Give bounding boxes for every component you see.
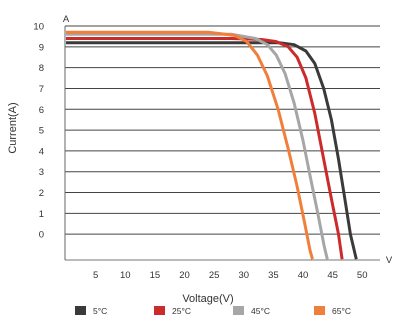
- y-axis-unit: A: [63, 14, 70, 25]
- y-tick-label: 2: [39, 188, 44, 199]
- y-tick-label: 3: [39, 167, 44, 178]
- x-tick-label: 20: [179, 270, 190, 281]
- series-lines: [66, 30, 358, 260]
- x-tick-label: 15: [150, 270, 161, 281]
- x-tick-label: 35: [268, 270, 279, 281]
- y-tick-label: 10: [33, 22, 44, 33]
- x-tick-label: 40: [298, 270, 309, 281]
- y-axis-label: Current(A): [7, 102, 19, 153]
- x-tick-label: 25: [209, 270, 220, 281]
- series-line-3: [66, 30, 314, 260]
- y-tick-label: 8: [39, 63, 44, 74]
- x-tick-label: 45: [327, 270, 338, 281]
- y-tick-label: 7: [39, 84, 44, 95]
- x-tick-label: 5: [93, 270, 98, 281]
- series-line-2: [66, 32, 329, 260]
- legend-swatch: [314, 306, 325, 315]
- series-line-1: [66, 37, 344, 260]
- x-tick-label: 30: [238, 270, 249, 281]
- legend-swatch: [154, 306, 165, 315]
- y-tick-label: 9: [39, 42, 44, 53]
- legend-label: 65°C: [332, 306, 351, 316]
- x-axis-ticks: 5 10 15 20 25 30 35 40 45 50: [93, 270, 368, 281]
- x-axis-unit: V: [386, 255, 393, 266]
- legend: 5°C 25°C 45°C 65°C: [75, 306, 351, 316]
- legend-swatch: [75, 306, 86, 315]
- legend-swatch: [233, 306, 244, 315]
- legend-label: 45°C: [251, 306, 270, 316]
- x-axis-label: Voltage(V): [182, 293, 233, 305]
- legend-label: 5°C: [93, 306, 107, 316]
- y-tick-label: 4: [39, 146, 44, 157]
- x-tick-label: 50: [357, 270, 368, 281]
- x-tick-label: 10: [120, 270, 131, 281]
- y-tick-label: 1: [39, 209, 44, 220]
- y-tick-label: 6: [39, 105, 44, 116]
- series-line-0: [66, 41, 358, 260]
- y-axis-ticks: 0 1 2 3 4 5 6 7 8 9 10: [33, 22, 44, 241]
- grid-lines: [65, 25, 380, 261]
- y-tick-label: 0: [39, 230, 44, 241]
- legend-label: 25°C: [172, 306, 191, 316]
- y-tick-label: 5: [39, 126, 44, 137]
